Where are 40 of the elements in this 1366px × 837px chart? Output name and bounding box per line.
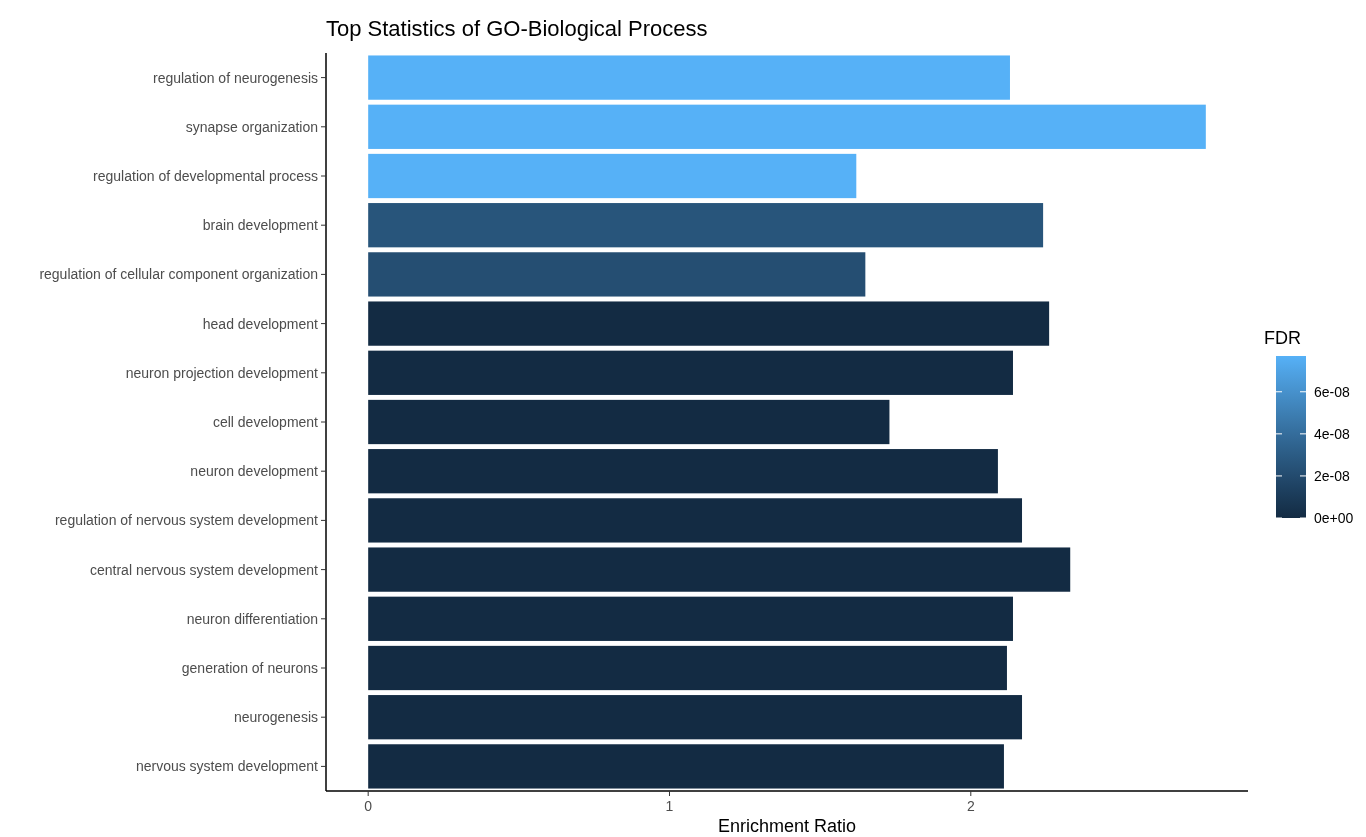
bar — [368, 203, 1044, 248]
chart-title: Top Statistics of GO-Biological Process — [326, 16, 708, 41]
y-tick-label: central nervous system development — [90, 561, 319, 578]
y-tick-label: synapse organization — [185, 118, 318, 135]
bar — [368, 252, 866, 297]
bar — [368, 596, 1013, 641]
bar — [368, 449, 998, 494]
color-bar-title: FDR — [1264, 328, 1301, 348]
y-tick-label: cell development — [212, 413, 319, 430]
bar — [368, 55, 1010, 100]
y-tick-label: regulation of nervous system development — [54, 512, 319, 529]
y-tick-label: generation of neurons — [181, 659, 318, 676]
y-tick-label: neuron development — [190, 463, 319, 480]
color-bar-label: 2e-08 — [1314, 467, 1351, 484]
color-bar-label: 4e-08 — [1314, 425, 1351, 442]
y-tick-label: regulation of developmental process — [93, 167, 318, 184]
color-bar-label: 6e-08 — [1314, 383, 1351, 400]
bar — [368, 498, 1023, 543]
x-tick-label: 0 — [364, 798, 373, 814]
bar — [368, 645, 1007, 691]
y-tick-label: neuron projection development — [125, 364, 319, 381]
y-tick-label: head development — [202, 315, 319, 332]
y-tick-label: nervous system development — [135, 758, 319, 775]
color-bar-label: 0e+00 — [1314, 509, 1354, 526]
bar — [368, 695, 1023, 740]
bar — [368, 547, 1071, 592]
bar — [368, 104, 1206, 149]
bar — [368, 399, 890, 445]
x-axis-title: Enrichment Ratio — [717, 816, 857, 836]
y-tick-label: regulation of neurogenesis — [152, 69, 318, 86]
y-tick-label: brain development — [202, 217, 319, 234]
bar — [368, 301, 1050, 346]
x-tick-label: 2 — [966, 798, 975, 814]
x-tick-label: 1 — [665, 798, 674, 814]
y-tick-label: neurogenesis — [233, 709, 318, 726]
y-tick-label: regulation of cellular component organization — [39, 266, 318, 283]
bar — [368, 350, 1013, 395]
y-tick-label: neuron differentiation — [186, 610, 318, 627]
bar — [368, 744, 1004, 789]
bar — [368, 153, 857, 199]
